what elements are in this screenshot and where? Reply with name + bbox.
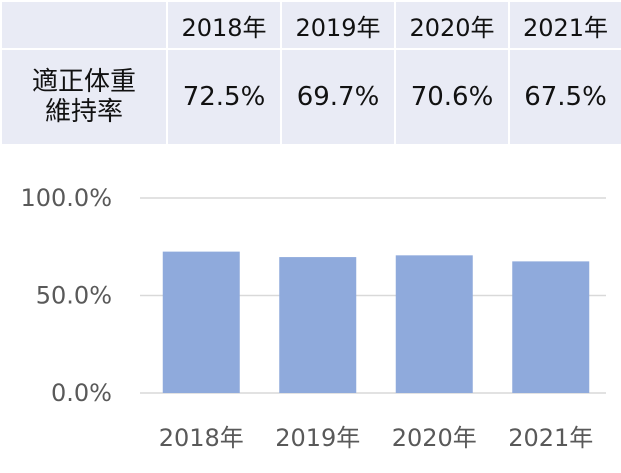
table-year-2020: 2020年: [394, 0, 510, 50]
table-year-2021: 2021年: [508, 0, 621, 50]
table-year-2018: 2018年: [166, 0, 282, 50]
table-corner-cell: [0, 0, 168, 50]
bar: [395, 255, 473, 393]
y-tick-label: 50.0%: [36, 282, 112, 310]
bar: [279, 257, 357, 393]
x-tick-label: 2018年: [159, 424, 244, 452]
table-value-row: 適正体重 維持率 72.5% 69.7% 70.6% 67.5%: [0, 48, 621, 146]
table-value-2021: 67.5%: [508, 48, 621, 146]
table-value-2018: 72.5%: [166, 48, 282, 146]
y-tick-label: 100.0%: [20, 184, 112, 212]
table-header-row: 2018年 2019年 2020年 2021年: [0, 0, 621, 50]
bar: [162, 251, 240, 393]
table-year-2019: 2019年: [280, 0, 396, 50]
summary-table: 2018年 2019年 2020年 2021年 適正体重 維持率 72.5% 6…: [0, 0, 621, 146]
table-value-2019: 69.7%: [280, 48, 396, 146]
y-tick-label: 0.0%: [51, 379, 112, 407]
table-value-2020: 70.6%: [394, 48, 510, 146]
x-tick-label: 2020年: [392, 424, 477, 452]
x-tick-label: 2019年: [275, 424, 360, 452]
bar: [512, 261, 590, 393]
table-row-label: 適正体重 維持率: [0, 48, 168, 146]
x-tick-label: 2021年: [508, 424, 593, 452]
